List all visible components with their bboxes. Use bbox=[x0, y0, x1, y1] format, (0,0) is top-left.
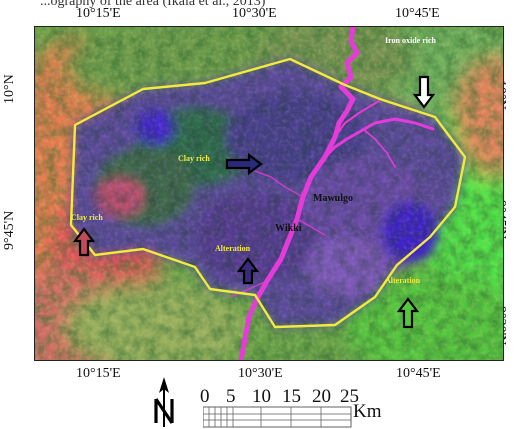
label-clay-rich-west: Clay rich bbox=[71, 213, 103, 222]
coord-bottom-2: 10°30'E bbox=[238, 366, 283, 381]
caption-fragment: ...ography of the area (Ikala et al., 20… bbox=[40, 0, 266, 9]
scale-label-15: 15 bbox=[282, 386, 301, 407]
arrow-up-icon bbox=[72, 227, 96, 257]
coord-top-2: 10°30'E bbox=[232, 6, 277, 21]
label-alteration-center: Alteration bbox=[215, 244, 251, 253]
label-clay-rich-center: Clay rich bbox=[178, 154, 210, 163]
arrow-down-icon bbox=[412, 75, 436, 109]
scale-unit: Km bbox=[353, 401, 382, 422]
scale-bar-graphic bbox=[203, 406, 352, 428]
coord-top-1: 10°15'E bbox=[76, 6, 121, 21]
label-town-wikki: Wikki bbox=[275, 223, 302, 234]
coord-bottom-1: 10°15'E bbox=[76, 366, 121, 381]
north-arrow-icon bbox=[154, 377, 174, 427]
scale-label-20: 20 bbox=[312, 386, 331, 407]
arrow-right-icon bbox=[225, 152, 263, 176]
river-network bbox=[230, 27, 435, 360]
scale-label-25: 25 bbox=[340, 386, 359, 407]
arrow-up-icon bbox=[396, 297, 420, 329]
label-alteration-east: Alteration bbox=[385, 276, 421, 285]
scale-label-0: 0 bbox=[200, 386, 210, 407]
label-iron-oxide-rich: Iron oxide rich bbox=[385, 36, 437, 45]
satellite-map: Iron oxide rich Clay rich Clay rich Alte… bbox=[34, 26, 504, 361]
scale-label-5: 5 bbox=[226, 386, 236, 407]
coord-left-2: 9°45'N bbox=[2, 210, 17, 250]
coord-left-1: 10°N bbox=[2, 74, 17, 104]
study-area-boundary bbox=[69, 57, 467, 329]
coord-bottom-3: 10°45'E bbox=[396, 366, 441, 381]
arrow-up-icon bbox=[236, 257, 260, 285]
false-color-map-image: Iron oxide rich Clay rich Clay rich Alte… bbox=[35, 27, 503, 360]
scale-label-10: 10 bbox=[252, 386, 271, 407]
coord-top-3: 10°45'E bbox=[395, 6, 440, 21]
label-town-mawulgo: Mawulgo bbox=[313, 193, 353, 204]
